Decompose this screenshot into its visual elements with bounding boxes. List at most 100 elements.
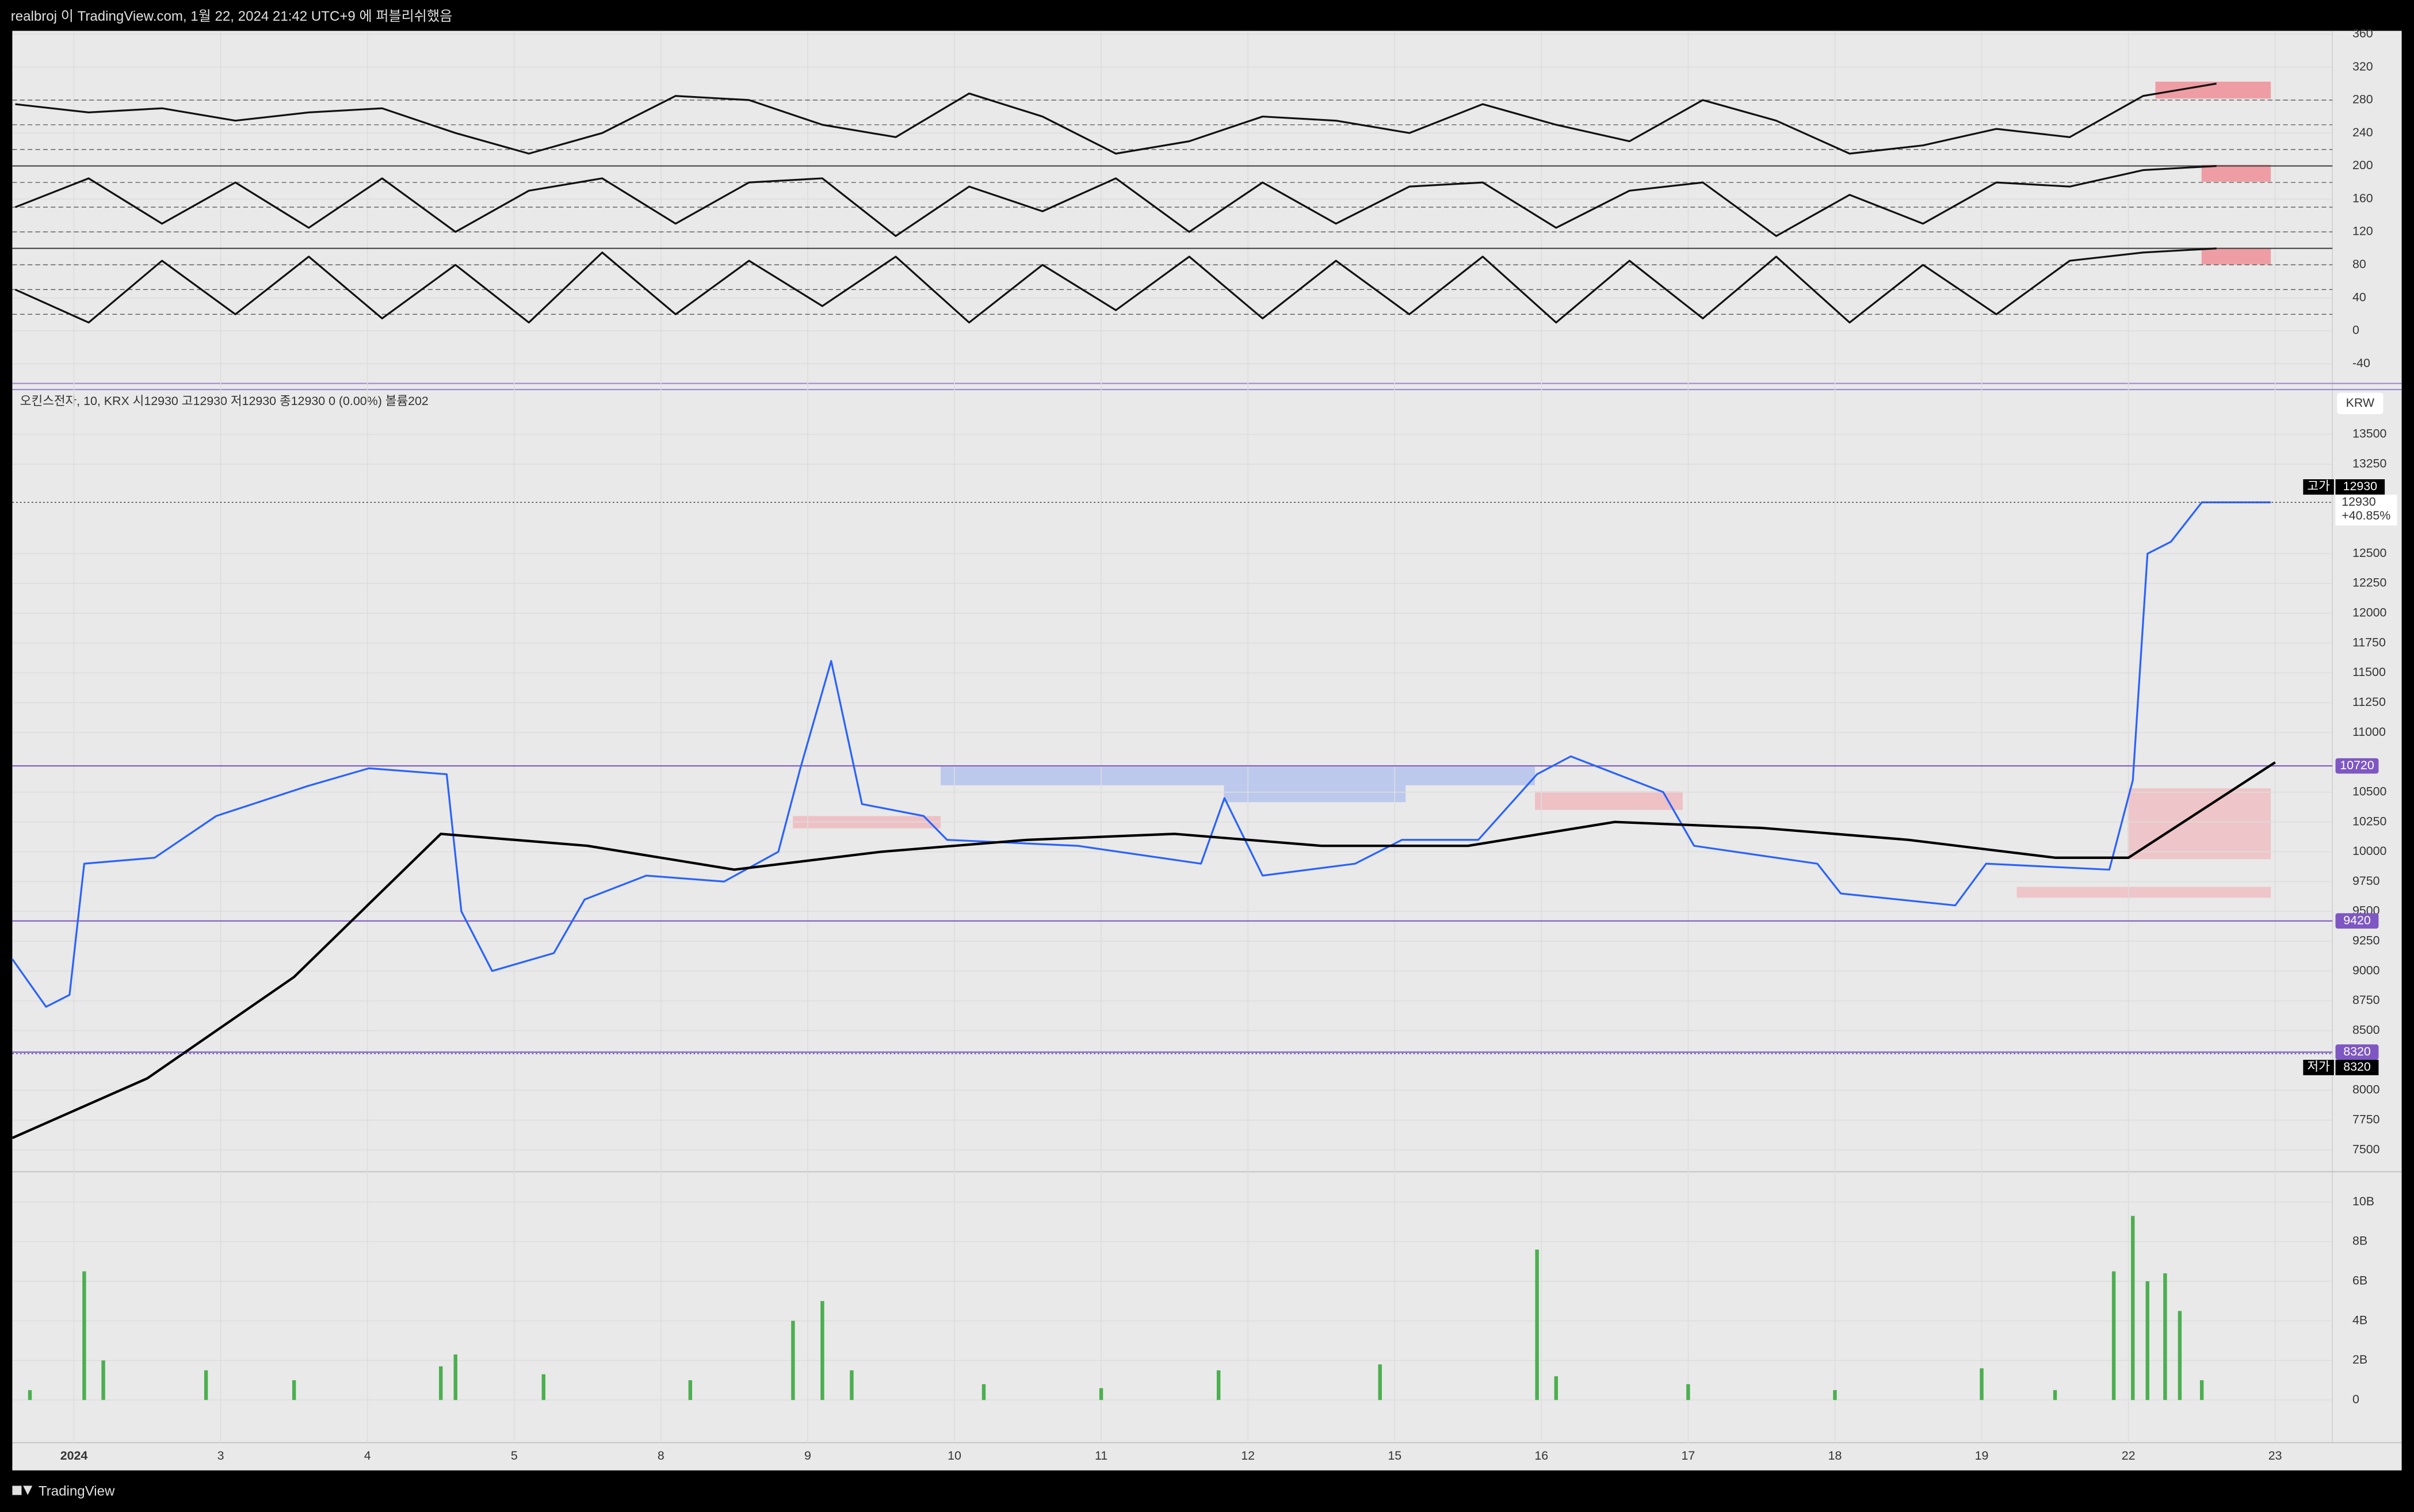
level-badge — [2335, 1044, 2379, 1060]
series-line — [12, 761, 2276, 1139]
y-tick-label: 12250 — [2352, 576, 2387, 590]
last-change: +40.85% — [2342, 509, 2390, 522]
zone — [1534, 791, 1683, 810]
x-tick-label: 17 — [1681, 1449, 1695, 1463]
y-tick-label: 0 — [2352, 323, 2359, 337]
y-tick-label: 10B — [2352, 1194, 2374, 1208]
y-tick-label: 11500 — [2352, 665, 2386, 679]
currency: KRW — [2346, 396, 2375, 410]
level-label: 10720 — [2340, 758, 2374, 772]
y-tick-label: 10000 — [2352, 844, 2387, 858]
volume-bar — [439, 1366, 443, 1400]
volume-bar — [292, 1380, 296, 1400]
y-tick-label: 9250 — [2352, 934, 2380, 948]
low-label: 저가 — [2307, 1060, 2330, 1074]
high-value-badge — [2335, 479, 2385, 495]
x-tick-label: 10 — [948, 1449, 961, 1463]
footer-brand: TradingView — [39, 1483, 115, 1499]
x-tick-label: 16 — [1534, 1449, 1548, 1463]
zone — [941, 766, 1535, 785]
y-tick-label: 8750 — [2352, 993, 2380, 1007]
x-tick-label: 23 — [2268, 1449, 2282, 1463]
y-tick-label: 9000 — [2352, 963, 2380, 977]
y-tick-label: 11750 — [2352, 635, 2386, 649]
y-tick-label: 280 — [2352, 93, 2373, 106]
y-tick-label: 8000 — [2352, 1083, 2380, 1097]
zone — [2201, 165, 2271, 182]
level-badge — [2335, 913, 2379, 929]
level-label: 9420 — [2343, 913, 2371, 927]
y-tick-label: 120 — [2352, 224, 2373, 238]
volume-bar — [791, 1320, 795, 1400]
volume-bar — [28, 1390, 32, 1400]
volume-bar — [1686, 1384, 1690, 1400]
y-tick-label: 11000 — [2352, 725, 2386, 739]
zone — [2127, 788, 2271, 860]
y-tick-label: 6B — [2352, 1274, 2367, 1288]
zone — [2016, 887, 2271, 898]
x-tick-label: 12 — [1241, 1449, 1255, 1463]
volume-bar — [2053, 1390, 2057, 1400]
legend: 오킨스전자, 10, KRX 시12930 고12930 저12930 종129… — [20, 394, 429, 408]
low-badge — [2303, 1060, 2334, 1075]
volume-bar — [1378, 1364, 1382, 1400]
volume-bar — [82, 1271, 86, 1400]
y-tick-label: 12000 — [2352, 606, 2387, 620]
volume-bar — [1980, 1368, 1984, 1400]
volume-bar — [2163, 1273, 2167, 1400]
series-line — [12, 501, 2271, 1008]
level-label: 8320 — [2343, 1044, 2371, 1058]
y-tick-label: 13250 — [2352, 456, 2387, 470]
chart-area — [12, 30, 2402, 1443]
y-tick-label: 13500 — [2352, 427, 2387, 441]
volume-bar — [688, 1380, 693, 1400]
x-tick-label: 8 — [658, 1449, 664, 1463]
x-tick-label: 18 — [1828, 1449, 1842, 1463]
x-tick-label: 22 — [2122, 1449, 2136, 1463]
x-tick-label: 3 — [217, 1449, 224, 1463]
y-tick-label: 12500 — [2352, 546, 2387, 560]
x-tick-label: 11 — [1095, 1449, 1107, 1463]
y-tick-label: 80 — [2352, 257, 2366, 271]
y-tick-label: 7500 — [2352, 1142, 2380, 1156]
y-tick-label: 40 — [2352, 290, 2366, 304]
y-tick-label: 320 — [2352, 59, 2373, 73]
volume-bar — [1535, 1249, 1539, 1400]
y-tick-label: 9750 — [2352, 874, 2380, 888]
volume-bar — [1554, 1376, 1559, 1400]
y-tick-label: 240 — [2352, 125, 2373, 139]
y-tick-label: 4B — [2352, 1313, 2367, 1327]
y-tick-label: 10500 — [2352, 784, 2387, 798]
y-tick-label: 360 — [2352, 26, 2373, 40]
y-tick-label: 160 — [2352, 191, 2373, 205]
x-tick-label: 15 — [1388, 1449, 1401, 1463]
zone — [2201, 247, 2271, 265]
y-tick-label: 10250 — [2352, 814, 2387, 828]
last-badge — [2335, 494, 2397, 526]
header: realbroj 이 TradingView.com, 1월 22, 2024 … — [11, 9, 453, 24]
high-label: 고가 — [2307, 479, 2330, 493]
last-price: 12930 — [2342, 495, 2376, 509]
x-axis-area — [12, 1442, 2402, 1471]
x-tick-label: 2024 — [60, 1449, 88, 1463]
volume-bar — [2199, 1380, 2204, 1400]
volume-bar — [1216, 1370, 1221, 1400]
level-badge — [2335, 758, 2379, 774]
volume-bar — [2178, 1311, 2182, 1400]
volume-bar — [981, 1384, 986, 1400]
y-tick-label: 200 — [2352, 158, 2373, 172]
low-value: 8320 — [2343, 1060, 2371, 1074]
volume-bar — [2145, 1281, 2149, 1400]
y-tick-label: 11250 — [2352, 695, 2386, 709]
y-tick-label: 8B — [2352, 1234, 2367, 1248]
low-value-badge — [2335, 1060, 2379, 1075]
y-tick-label: 8500 — [2352, 1023, 2380, 1037]
zone — [1224, 785, 1406, 803]
volume-bar — [1833, 1390, 1837, 1400]
x-tick-label: 5 — [511, 1449, 518, 1463]
y-tick-label: -40 — [2352, 356, 2370, 370]
currency-box — [2337, 392, 2384, 414]
series-line — [15, 82, 2217, 155]
